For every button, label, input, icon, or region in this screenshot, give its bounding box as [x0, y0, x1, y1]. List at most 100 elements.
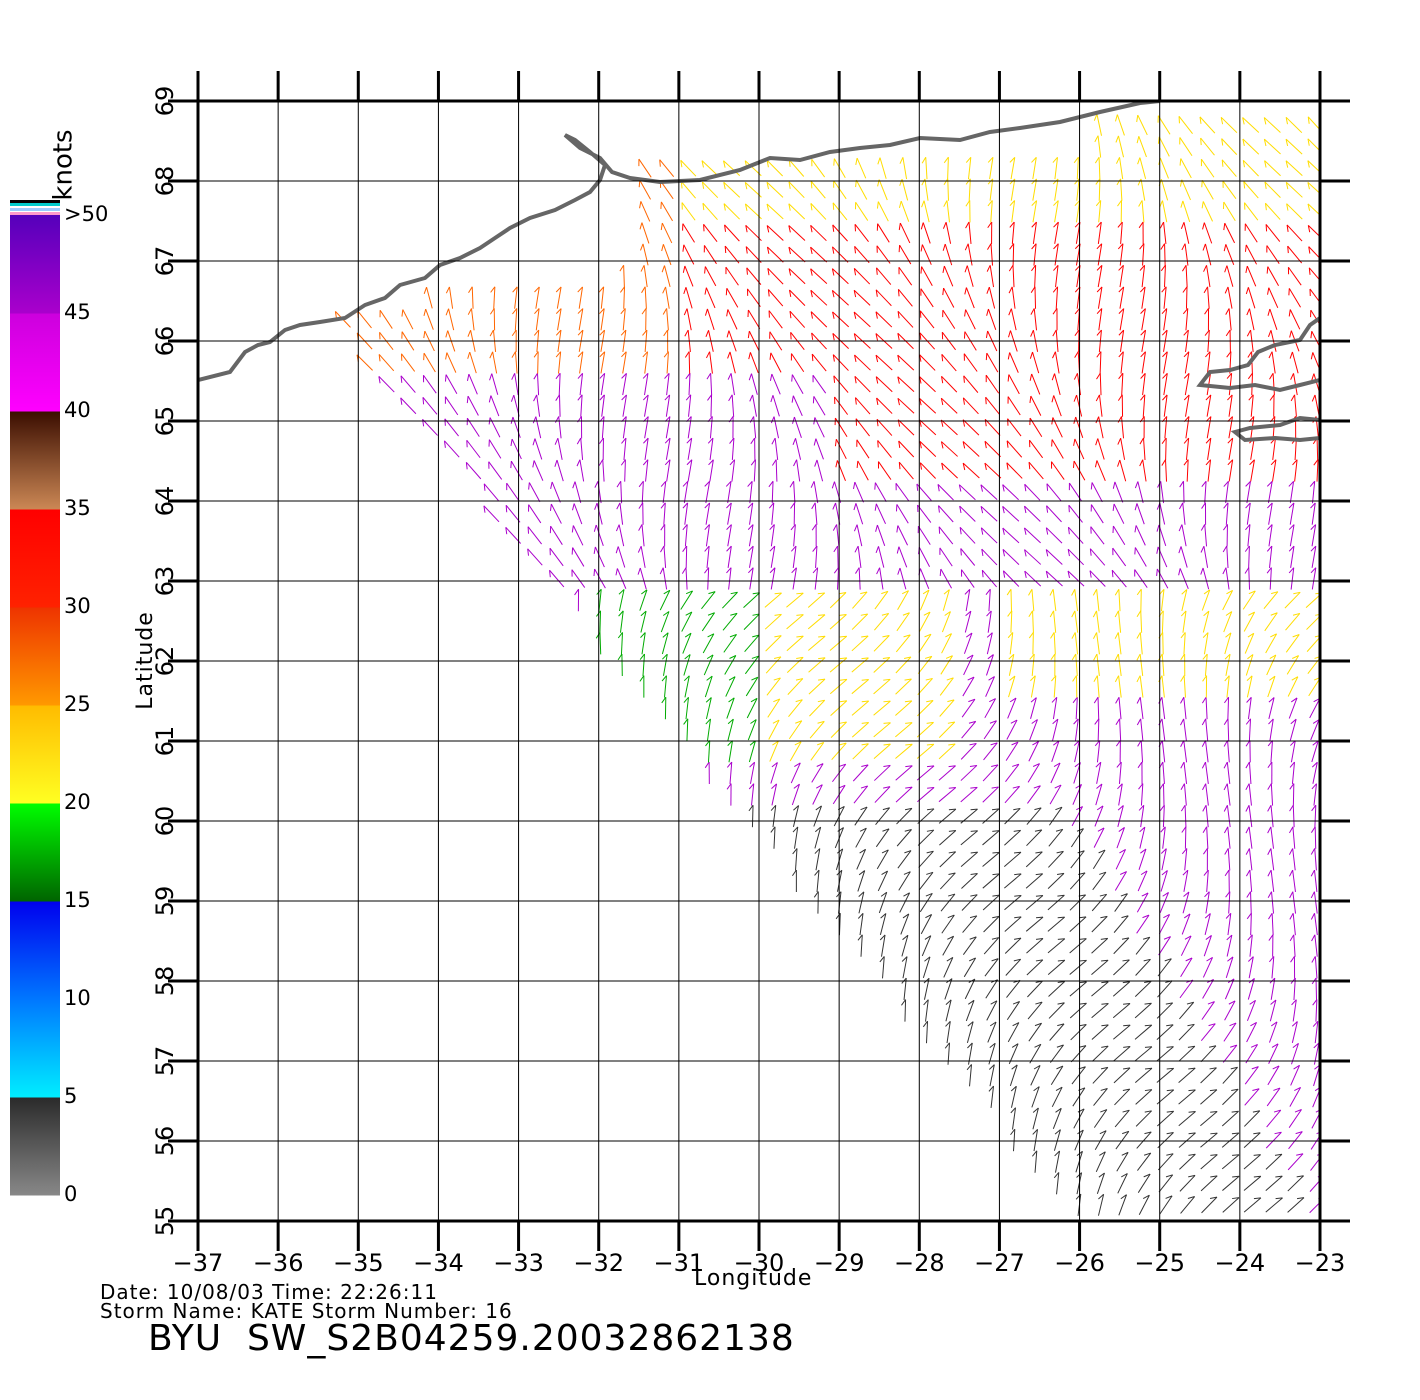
wind-vector-head — [770, 804, 777, 811]
wind-vector-head — [1159, 221, 1165, 229]
wind-vector — [1248, 956, 1254, 979]
wind-vector — [1136, 914, 1150, 934]
wind-vector — [550, 525, 563, 545]
wind-vector — [938, 721, 956, 738]
wind-vector-head — [897, 311, 900, 319]
wind-vector — [1135, 1110, 1152, 1127]
wind-vector — [1225, 956, 1234, 979]
wind-vector-head — [684, 632, 692, 638]
wind-vector — [1098, 200, 1102, 223]
wind-vector-head — [1055, 1086, 1063, 1091]
wind-vector — [1270, 783, 1274, 806]
wind-vector — [1093, 1109, 1108, 1128]
wind-vector — [663, 545, 667, 569]
longitude-tick-label: −32 — [573, 1249, 624, 1277]
wind-vector-head — [876, 567, 881, 575]
wind-vector-head — [984, 419, 987, 427]
wind-vector-head — [899, 157, 904, 164]
wind-vector-head — [1114, 588, 1120, 596]
wind-vector — [528, 504, 542, 524]
wind-vector — [1113, 915, 1129, 933]
wind-vector-head — [1024, 506, 1027, 514]
wind-vector-head — [791, 567, 797, 574]
wind-vector-head — [1249, 999, 1256, 1005]
wind-vector-head — [1209, 1196, 1218, 1199]
wind-vector-head — [965, 178, 971, 185]
wind-vector-head — [991, 958, 999, 962]
wind-vector-head — [1117, 221, 1123, 228]
wind-vector-head — [1274, 1153, 1283, 1156]
wind-vector-head — [423, 287, 428, 294]
wind-vector-head — [467, 351, 471, 359]
wind-vector — [642, 653, 645, 677]
wind-vector-head — [577, 372, 583, 379]
wind-vector — [724, 245, 740, 264]
wind-vector-head — [1050, 653, 1056, 661]
wind-vector-head — [1057, 1002, 1065, 1005]
wind-vector — [580, 437, 584, 461]
wind-vector — [469, 351, 477, 374]
wind-vector — [791, 353, 805, 372]
wind-vector — [1024, 505, 1041, 522]
wind-vector — [1118, 675, 1122, 698]
wind-vector-head — [926, 808, 935, 811]
wind-vector — [770, 567, 776, 590]
wind-vector-head — [1157, 481, 1162, 488]
wind-vector — [1004, 808, 1021, 825]
wind-vector — [853, 267, 871, 285]
wind-vector — [1183, 481, 1185, 504]
wind-vector-head — [1292, 459, 1298, 466]
wind-vector — [962, 676, 975, 697]
wind-vector-head — [984, 441, 987, 449]
wind-vector-head — [858, 870, 866, 876]
wind-vector — [1002, 527, 1020, 544]
wind-vector — [622, 351, 627, 374]
wind-vector — [1314, 913, 1318, 936]
wind-vector — [1183, 718, 1187, 741]
wind-vector-head — [1203, 286, 1209, 294]
wind-vector-head — [1114, 632, 1119, 639]
wind-vector — [1244, 223, 1258, 243]
wind-vector-head — [685, 611, 693, 616]
wind-vector-head — [1056, 1065, 1064, 1070]
wind-vector-head — [445, 308, 450, 316]
wind-vector — [1221, 1110, 1239, 1127]
wind-vector — [723, 203, 740, 220]
wind-vector — [640, 610, 647, 633]
wind-vector — [1032, 1107, 1039, 1130]
wind-vector-head — [922, 1020, 928, 1028]
wind-vector — [1156, 568, 1169, 589]
wind-vector-head — [1246, 308, 1250, 316]
wind-vector-head — [684, 329, 689, 337]
wind-vector-head — [1137, 157, 1141, 165]
wind-vector — [1160, 179, 1169, 201]
wind-vector-head — [916, 483, 919, 491]
wind-vector — [1227, 740, 1230, 763]
wind-vector — [357, 310, 372, 329]
wind-vector — [1140, 805, 1145, 828]
wind-vector — [1201, 589, 1211, 611]
wind-vector-head — [660, 502, 666, 509]
wind-vector — [1074, 718, 1079, 741]
wind-vector — [939, 699, 955, 717]
wind-vector — [664, 265, 671, 287]
wind-vector — [1224, 978, 1235, 1000]
wind-vector — [1161, 697, 1166, 720]
wind-vector — [639, 567, 647, 590]
wind-vector — [1159, 157, 1169, 179]
wind-vector — [1026, 829, 1043, 847]
wind-vector-head — [926, 743, 934, 746]
wind-vector — [982, 851, 1000, 867]
wind-vector-head — [1287, 246, 1289, 254]
wind-vector-head — [881, 612, 889, 616]
wind-vector — [1263, 591, 1279, 610]
wind-vector — [895, 786, 913, 803]
wind-vector — [965, 1000, 975, 1022]
wind-vector — [788, 699, 803, 718]
wind-vector-head — [1288, 524, 1295, 530]
wind-vector — [1206, 416, 1212, 439]
wind-vector-head — [940, 398, 944, 406]
wind-vector-head — [1244, 567, 1250, 574]
wind-vector — [558, 373, 561, 396]
